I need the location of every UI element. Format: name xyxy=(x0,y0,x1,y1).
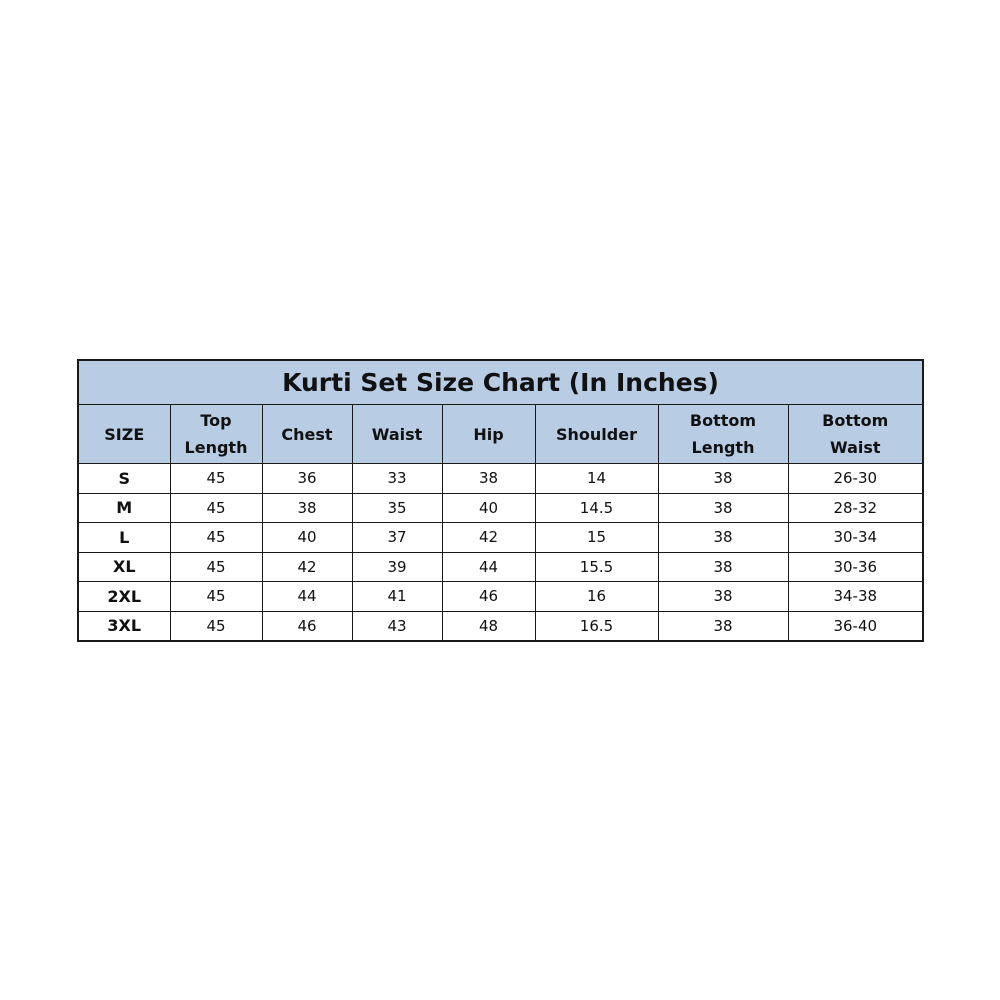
table-cell: 28-32 xyxy=(787,492,924,523)
table-cell: 38 xyxy=(657,551,789,582)
table-cell: 34-38 xyxy=(787,581,924,612)
table-cell: 44 xyxy=(441,551,536,582)
table-cell: 45 xyxy=(169,492,263,523)
table-cell: 42 xyxy=(441,522,536,553)
table-cell: 14.5 xyxy=(534,492,659,523)
table-cell: 38 xyxy=(657,610,789,642)
table-cell: 48 xyxy=(441,610,536,642)
table-cell: 40 xyxy=(261,522,353,553)
column-header: Hip xyxy=(441,404,536,464)
table-cell: 38 xyxy=(657,463,789,494)
table-row: M 45 38 35 40 14.5 38 28-32 xyxy=(77,492,924,523)
table-cell: 38 xyxy=(657,492,789,523)
table-row: XL 45 42 39 44 15.5 38 30-36 xyxy=(77,551,924,582)
table-title: Kurti Set Size Chart (In Inches) xyxy=(77,359,924,405)
table-row: L 45 40 37 42 15 38 30-34 xyxy=(77,522,924,553)
column-header: SIZE xyxy=(77,404,171,464)
table-cell: 41 xyxy=(351,581,443,612)
table-cell: 37 xyxy=(351,522,443,553)
table-cell: 16 xyxy=(534,581,659,612)
table-cell: 38 xyxy=(261,492,353,523)
table-cell: 46 xyxy=(261,610,353,642)
table-row: 2XL 45 44 41 46 16 38 34-38 xyxy=(77,581,924,612)
table-cell: 30-36 xyxy=(787,551,924,582)
column-header: Waist xyxy=(351,404,443,464)
table-cell: 39 xyxy=(351,551,443,582)
table-cell: 16.5 xyxy=(534,610,659,642)
table-cell: 35 xyxy=(351,492,443,523)
table-cell: 14 xyxy=(534,463,659,494)
size-cell: L xyxy=(77,522,171,553)
table-cell: 42 xyxy=(261,551,353,582)
table-cell: 45 xyxy=(169,551,263,582)
table-row: S 45 36 33 38 14 38 26-30 xyxy=(77,463,924,494)
size-cell: 2XL xyxy=(77,581,171,612)
table-cell: 43 xyxy=(351,610,443,642)
header-row: SIZE Top Length Chest Waist Hip Shoulder Bottom… xyxy=(77,404,924,464)
size-cell: 3XL xyxy=(77,610,171,642)
column-header: Shoulder xyxy=(534,404,659,464)
table-cell: 46 xyxy=(441,581,536,612)
size-cell: XL xyxy=(77,551,171,582)
size-cell: M xyxy=(77,492,171,523)
column-header: Bottom Length xyxy=(657,404,789,464)
table-cell: 15.5 xyxy=(534,551,659,582)
table-cell: 45 xyxy=(169,581,263,612)
table-row: 3XL 45 46 43 48 16.5 38 36-40 xyxy=(77,610,924,642)
size-chart-table: Kurti Set Size Chart (In Inches) SIZE Top… xyxy=(77,359,925,642)
table-cell: 45 xyxy=(169,522,263,553)
table-cell: 40 xyxy=(441,492,536,523)
column-header: Top Length xyxy=(169,404,263,464)
table-cell: 15 xyxy=(534,522,659,553)
table-cell: 38 xyxy=(657,581,789,612)
table-cell: 33 xyxy=(351,463,443,494)
table-cell: 38 xyxy=(441,463,536,494)
table-cell: 30-34 xyxy=(787,522,924,553)
table-cell: 26-30 xyxy=(787,463,924,494)
column-header: Chest xyxy=(261,404,353,464)
size-cell: S xyxy=(77,463,171,494)
table-cell: 36-40 xyxy=(787,610,924,642)
column-header: Bottom Waist xyxy=(787,404,924,464)
table-cell: 45 xyxy=(169,610,263,642)
table-cell: 44 xyxy=(261,581,353,612)
table-cell: 38 xyxy=(657,522,789,553)
table-cell: 45 xyxy=(169,463,263,494)
table-cell: 36 xyxy=(261,463,353,494)
